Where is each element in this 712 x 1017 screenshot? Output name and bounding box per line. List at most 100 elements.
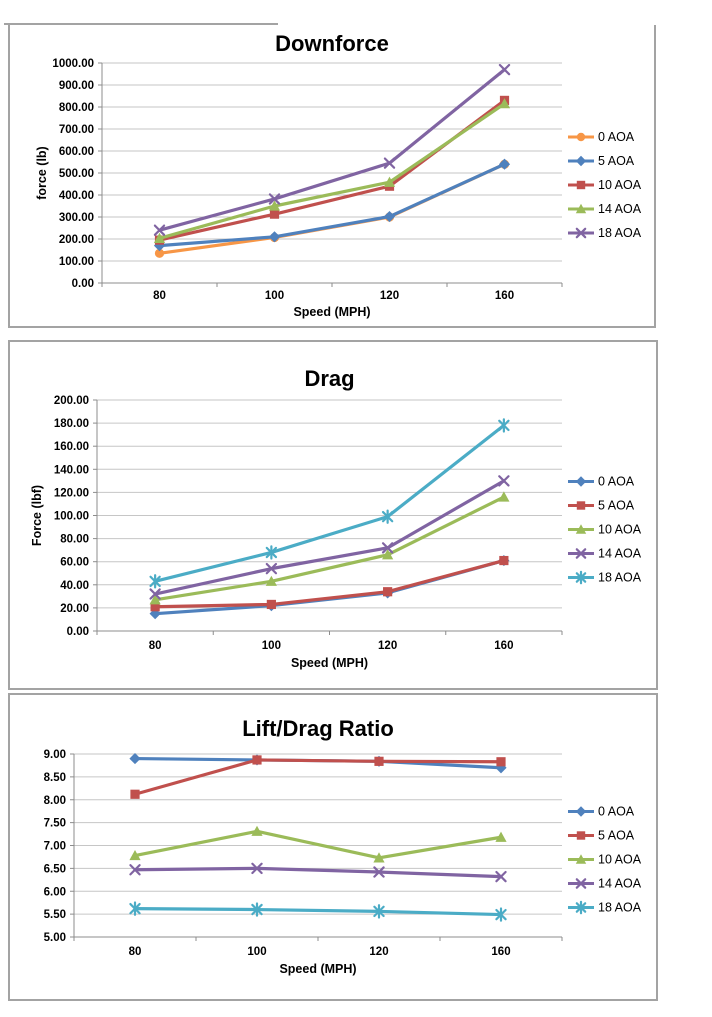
x-tick-label: 80 — [153, 290, 166, 302]
data-point-marker — [498, 158, 511, 170]
data-point-marker — [251, 825, 263, 836]
data-point-marker — [498, 98, 511, 109]
legend-label: 0 AOA — [598, 130, 635, 144]
y-tick-label: 140.00 — [54, 464, 89, 476]
legend-entry-10-aoa[interactable]: 10 AOA — [568, 853, 642, 867]
x-axis-title: Speed (MPH) — [291, 656, 368, 670]
legend-marker — [575, 806, 587, 817]
data-point-marker — [129, 864, 141, 876]
y-tick-label: 200.00 — [54, 395, 89, 407]
data-point-marker — [268, 200, 281, 211]
legend-label: 18 AOA — [598, 901, 642, 915]
y-tick-label: 8.00 — [44, 795, 66, 807]
data-point-marker — [149, 594, 161, 605]
legend-entry-5-aoa[interactable]: 5 AOA — [568, 499, 635, 513]
series-10-aoa[interactable] — [154, 95, 510, 245]
series-line — [157, 102, 507, 240]
y-tick-label: 200.00 — [59, 234, 94, 246]
drag-chart-panel[interactable]: 200.00 180.00 160.00 140.00 120.00 100.00 80.0… — [8, 340, 658, 690]
legend-entry-14-aoa[interactable]: 14 AOA — [568, 547, 642, 561]
legend-marker — [575, 570, 587, 585]
legend-label: 5 AOA — [598, 154, 635, 168]
y-tick-label: 60.00 — [60, 557, 89, 569]
legend-entry-18-aoa[interactable]: 18 AOA — [568, 226, 642, 240]
legend-entry-18-aoa[interactable]: 18 AOA — [568, 571, 642, 585]
x-axis-title: Speed (MPH) — [279, 962, 356, 976]
chart-title: Lift/Drag Ratio — [242, 716, 394, 741]
data-point-marker — [498, 491, 510, 502]
data-point-marker — [373, 866, 385, 878]
y-tick-label: 100.00 — [54, 511, 89, 523]
x-tick-label: 80 — [129, 946, 142, 958]
x-tick-label: 100 — [265, 290, 284, 302]
legend-marker — [576, 501, 586, 510]
legend-entry-0-aoa[interactable]: 0 AOA — [568, 805, 635, 819]
x-tick-label: 160 — [494, 640, 513, 652]
series-10-aoa[interactable] — [149, 491, 510, 605]
legend-marker — [576, 180, 586, 190]
y-tick-label: 40.00 — [60, 580, 89, 592]
legend-label: 18 AOA — [598, 226, 642, 240]
data-point-marker — [251, 902, 263, 917]
series-18-aoa[interactable] — [149, 418, 510, 589]
downforce-chart-panel[interactable]: 1000.00 900.00 800.00 700.00 600.00 500.00 400… — [8, 25, 656, 328]
legend-label: 14 AOA — [598, 202, 642, 216]
legend-entry-18-aoa[interactable]: 18 AOA — [568, 901, 642, 915]
x-tick-label: 160 — [495, 290, 514, 302]
data-point-marker — [154, 248, 165, 258]
data-point-marker — [496, 757, 506, 767]
data-point-marker — [382, 549, 394, 560]
chart-title: Downforce — [275, 31, 389, 56]
legend-entry-14-aoa[interactable]: 14 AOA — [568, 202, 642, 216]
data-point-marker — [265, 562, 278, 575]
legend-entry-14-aoa[interactable]: 14 AOA — [568, 877, 642, 891]
data-point-marker — [129, 901, 141, 916]
series-10-aoa[interactable] — [129, 825, 507, 863]
series-5-aoa[interactable] — [130, 755, 506, 799]
lift-drag-ratio-chart: 9.00 8.50 8.00 7.50 7.00 6.50 6.00 5.50 5.00 80 10… — [44, 716, 642, 976]
data-point-marker — [381, 542, 394, 554]
data-point-marker — [373, 852, 385, 863]
y-tick-label: 900.00 — [59, 80, 94, 92]
series-18-aoa[interactable] — [153, 63, 511, 236]
legend-entry-0-aoa[interactable]: 0 AOA — [568, 475, 635, 489]
series-line — [153, 495, 506, 602]
y-tick-label: 500.00 — [59, 168, 94, 180]
y-tick-label: 180.00 — [54, 418, 89, 430]
series-line — [153, 423, 506, 583]
legend-entry-5-aoa[interactable]: 5 AOA — [568, 154, 635, 168]
y-tick-label: 600.00 — [59, 146, 94, 158]
data-point-marker — [498, 63, 511, 76]
data-point-marker — [252, 755, 262, 765]
legend-marker — [575, 548, 587, 559]
legend-marker — [575, 878, 587, 889]
series-line — [133, 866, 503, 879]
series-5-aoa[interactable] — [153, 158, 511, 252]
legend-marker — [575, 854, 587, 864]
legend-entry-10-aoa[interactable]: 10 AOA — [568, 523, 642, 537]
lift-drag-ratio-chart-panel[interactable]: 9.00 8.50 8.00 7.50 7.00 6.50 6.00 5.50 5.00 80 10… — [8, 693, 658, 1001]
legend-entry-0-aoa[interactable]: 0 AOA — [568, 130, 635, 144]
x-tick-label: 120 — [369, 946, 388, 958]
data-point-marker — [498, 418, 510, 433]
series-0-aoa[interactable] — [149, 554, 510, 620]
data-point-marker — [153, 224, 166, 236]
legend-label: 14 AOA — [598, 547, 642, 561]
x-tick-label: 80 — [149, 640, 162, 652]
legend-entry-10-aoa[interactable]: 10 AOA — [568, 178, 642, 192]
series-18-aoa[interactable] — [129, 901, 507, 922]
y-axis-title: force (lb) — [35, 146, 49, 199]
legend-marker — [575, 203, 587, 214]
legend-entry-5-aoa[interactable]: 5 AOA — [568, 829, 635, 843]
data-point-marker — [373, 904, 385, 919]
legend-marker — [576, 132, 586, 142]
y-tick-label: 5.00 — [44, 932, 66, 944]
legend-marker — [576, 831, 586, 840]
series-5-aoa[interactable] — [150, 555, 509, 612]
y-tick-label: 20.00 — [60, 603, 89, 615]
data-point-marker — [265, 545, 278, 560]
series-14-aoa[interactable] — [149, 475, 510, 600]
series-14-aoa[interactable] — [129, 862, 507, 883]
series-14-aoa[interactable] — [153, 98, 511, 243]
data-point-marker — [150, 602, 160, 612]
